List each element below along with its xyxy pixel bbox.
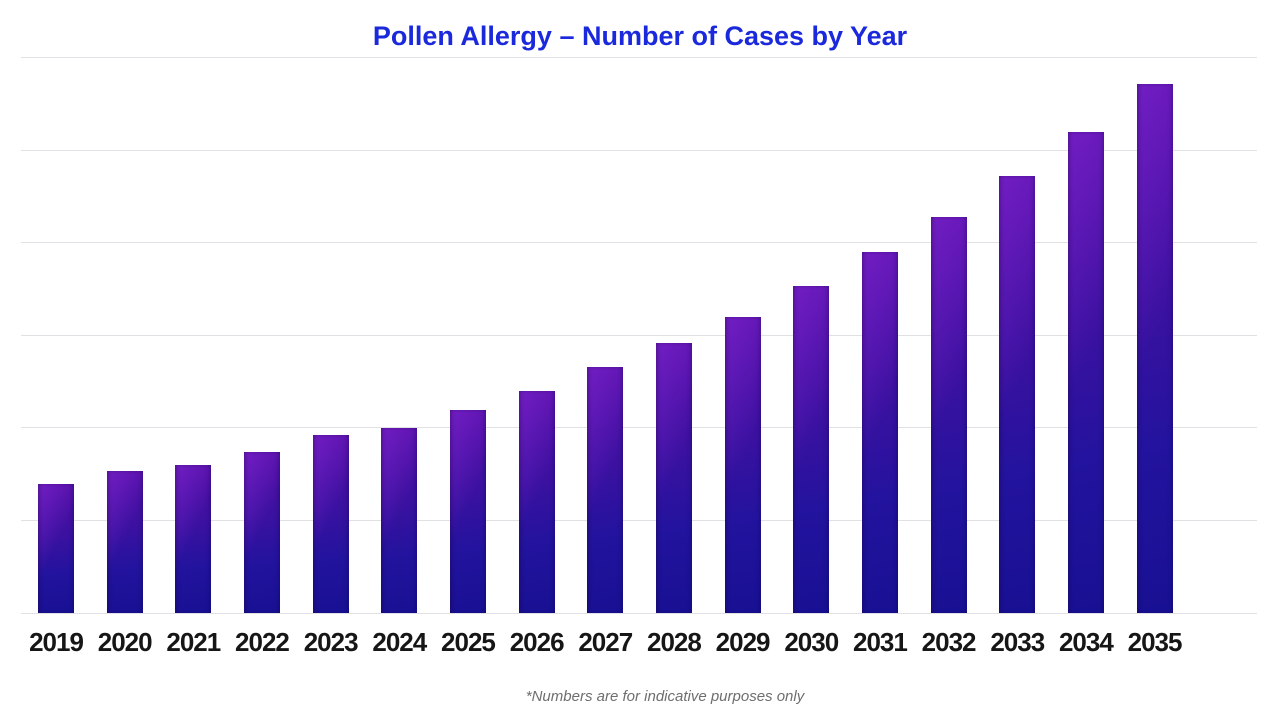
x-axis-label-2025: 2025 [441,627,496,657]
x-axis-label-2034: 2034 [1058,627,1114,657]
x-axis-label-2023: 2023 [303,627,359,657]
bar-2028 [655,342,692,613]
gridline-50 [21,519,1257,521]
x-axis-label-2033: 2033 [990,627,1045,657]
bar-2020 [106,470,143,613]
bar-2029 [724,317,761,613]
bar-2034 [1067,132,1104,613]
bar-2022 [243,452,280,613]
x-axis-label-2032: 2032 [921,627,977,657]
x-axis-label-2029: 2029 [715,627,771,657]
gridline-250 [21,149,1257,151]
gridline-100 [21,427,1257,428]
bar-2027 [587,366,624,613]
bar-2025 [449,409,486,613]
x-axis-labels: 2019 2020 2021 2022 2023 2024 2025 2026 2027 2028… [21,627,1257,661]
gridline-200 [21,242,1257,243]
x-axis-label-2030: 2030 [784,627,839,657]
bar-2035 [1136,83,1173,613]
plot-area [21,57,1257,614]
bar-2026 [518,391,555,613]
x-axis-label-2019: 2019 [29,627,84,657]
x-axis-label-2031: 2031 [852,627,908,657]
x-axis-label-2022: 2022 [235,627,290,657]
bar-2024 [381,428,418,613]
x-axis-label-2021: 2021 [166,627,221,657]
bar-2021 [175,465,212,613]
bar-2019 [38,483,74,613]
gridline-150 [21,334,1257,336]
bar-2030 [793,285,830,613]
chart-footnote: *Numbers are for indicative purposes onl… [525,688,805,705]
gridline-300 [21,57,1257,58]
bar-2023 [312,435,349,613]
x-axis-label-2027: 2027 [578,627,633,657]
x-axis-label-2024: 2024 [372,627,427,657]
x-axis-label-2028: 2028 [647,627,702,657]
chart-title: Pollen Allergy – Number of Cases by Year [372,21,908,51]
x-axis-label-2026: 2026 [509,627,565,657]
bar-2031 [861,252,898,613]
bar-2032 [930,217,967,613]
bar-2033 [999,176,1036,613]
x-axis-label-2035: 2035 [1127,627,1183,657]
x-axis-label-2020: 2020 [97,627,153,657]
